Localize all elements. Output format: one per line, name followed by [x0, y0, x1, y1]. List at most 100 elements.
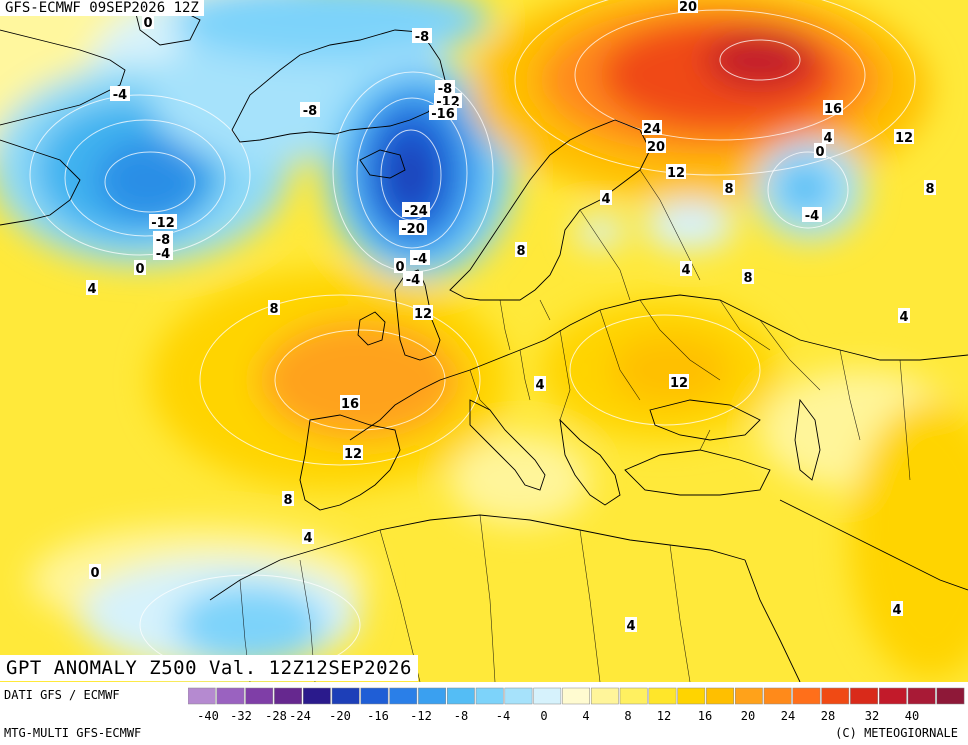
- legend-swatch: [792, 687, 821, 705]
- contour-label: 12: [667, 166, 685, 181]
- contour-label-bg: [268, 300, 280, 315]
- contour-label-bg: [723, 180, 735, 195]
- contour-label-bg: [894, 129, 914, 144]
- legend-swatch: [533, 687, 562, 705]
- contour-label: 0: [815, 145, 824, 160]
- legend-swatch: [360, 687, 389, 705]
- model-line: MTG-MULTI GFS-ECMWF: [4, 726, 142, 740]
- contour-label: -8: [415, 30, 429, 45]
- contour-label: 20: [679, 0, 697, 15]
- contour-lines-crisp: [29, 0, 916, 676]
- contour-label-bg: [402, 202, 430, 217]
- legend-tick-label: 20: [741, 709, 755, 723]
- legend-swatch: [245, 687, 274, 705]
- legend-tick-label: -16: [367, 709, 389, 723]
- legend-swatch: [648, 687, 677, 705]
- contour-label-bg: [110, 86, 130, 101]
- contour-label: -8: [156, 233, 170, 248]
- contour-label: 4: [892, 603, 901, 618]
- anomaly-map: 20 0 -8 -4 -8 -8 -12 -16 16 24 4 12 20 0 12 8 8 -12 -8 -4 -2…: [0, 0, 968, 682]
- contour-label: 8: [743, 271, 752, 286]
- contour-label-bg: [89, 564, 101, 579]
- contour-label: 4: [681, 263, 690, 278]
- legend-tick-label: 16: [698, 709, 712, 723]
- contour-label-bg: [678, 0, 698, 13]
- contour-label-bg: [149, 214, 177, 229]
- legend-swatch: [821, 687, 850, 705]
- legend-tick-label: 8: [624, 709, 631, 723]
- contour-label-bg: [742, 269, 754, 284]
- contour-label-bg: [394, 258, 406, 273]
- legend-tick-label: -40: [197, 709, 219, 723]
- contour-label-bg: [600, 190, 612, 205]
- contour-label: -16: [431, 107, 455, 122]
- map-title: GPT ANOMALY Z500 Val. 12Z12SEP2026: [0, 655, 418, 681]
- contour-label-bg: [642, 120, 662, 135]
- legend-swatch: [274, 687, 302, 705]
- contour-label-bg: [802, 207, 822, 222]
- legend-tick-label: 24: [781, 709, 795, 723]
- contour-label-bg: [86, 280, 98, 295]
- contour-label: -4: [113, 88, 127, 103]
- legend-swatch: [907, 687, 936, 705]
- legend-swatch: [418, 687, 446, 705]
- legend-swatch: [677, 687, 706, 705]
- contour-label-bg: [680, 261, 692, 276]
- copyright: (C) METEOGIORNALE: [835, 726, 958, 740]
- legend-swatch: [216, 687, 245, 705]
- contour-label-bg: [412, 28, 432, 43]
- legend-swatch: [188, 687, 216, 705]
- contour-label-bg: [434, 93, 462, 108]
- contour-label: -4: [805, 209, 819, 224]
- legend-swatch: [331, 687, 360, 705]
- legend-tick-label: -4: [496, 709, 510, 723]
- legend-tick-label: 28: [821, 709, 835, 723]
- contour-label-bg: [300, 102, 320, 117]
- contour-label-bg: [413, 305, 433, 320]
- legend-swatch: [706, 687, 734, 705]
- contour-label: -24: [404, 204, 428, 219]
- contour-label: 4: [535, 378, 544, 393]
- contour-label-bg: [340, 395, 360, 410]
- contour-label: -4: [406, 273, 420, 288]
- contour-label-bg: [822, 129, 834, 144]
- contour-label-bg: [343, 445, 363, 460]
- contour-label: 12: [414, 307, 432, 322]
- contour-label: 8: [283, 493, 292, 508]
- contour-label-bg: [814, 143, 826, 158]
- legend-swatch: [763, 687, 792, 705]
- legend-swatch: [734, 687, 763, 705]
- run-title: GFS-ECMWF 09SEP2026 12Z: [0, 0, 204, 16]
- contour-label-bg: [666, 164, 686, 179]
- legend-swatch: [446, 687, 475, 705]
- legend-swatch: [850, 687, 878, 705]
- contour-label: 12: [895, 131, 913, 146]
- legend-tick-label: 12: [657, 709, 671, 723]
- contour-label: 0: [90, 566, 99, 581]
- contour-label: -12: [151, 216, 175, 231]
- contour-label: 4: [823, 131, 832, 146]
- legend-tick-label: -8: [454, 709, 468, 723]
- contour-label: 8: [724, 182, 733, 197]
- contour-label: 4: [899, 310, 908, 325]
- legend-swatch: [878, 687, 907, 705]
- contour-label: 24: [643, 122, 661, 137]
- contour-label: -4: [413, 252, 427, 267]
- contour-label-bg: [282, 491, 294, 506]
- contour-label-bg: [153, 231, 173, 246]
- contour-label-bg: [153, 245, 173, 260]
- legend-swatch: [302, 687, 331, 705]
- legend-swatch: [936, 687, 965, 705]
- contour-label-bg: [898, 308, 910, 323]
- legend-tick-label: -12: [410, 709, 432, 723]
- contour-label: 0: [395, 260, 404, 275]
- source-line: DATI GFS / ECMWF: [4, 688, 120, 702]
- contour-label: 12: [670, 376, 688, 391]
- contour-label: 4: [87, 282, 96, 297]
- legend-tick-label: 0: [540, 709, 547, 723]
- contour-label: -4: [156, 247, 170, 262]
- contour-label: 8: [925, 182, 934, 197]
- contour-label-bg: [891, 601, 903, 616]
- color-legend: -40 -32 -28 -24 -20 -16 -12 -8 -4 0 4 8 12 16 20 24 28 32…: [188, 687, 965, 723]
